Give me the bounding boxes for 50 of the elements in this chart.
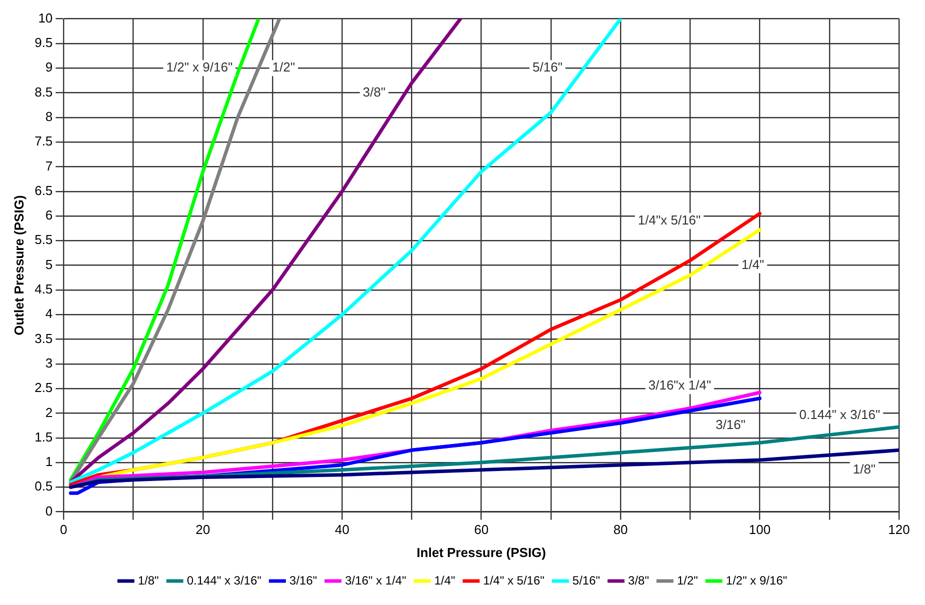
legend-label: 5/16" xyxy=(572,573,600,588)
y-tick-label: 9.5 xyxy=(34,35,53,50)
y-tick-label: 3 xyxy=(45,355,53,370)
y-tick-label: 6.5 xyxy=(34,182,53,198)
legend-label: 1/2" x 9/16" xyxy=(726,573,788,588)
legend-label: 0.144" x 3/16" xyxy=(186,573,262,588)
y-tick-label: 0.5 xyxy=(34,478,53,494)
annotation: 3/16"x 1/4" xyxy=(648,378,712,393)
legend-label: 1/4" x 5/16" xyxy=(483,573,544,588)
x-tick-label: 20 xyxy=(196,522,210,538)
y-tick-label: 0 xyxy=(45,503,53,518)
y-tick-label: 4.5 xyxy=(34,282,53,297)
annotation: 0.144" x 3/16" xyxy=(799,407,880,422)
y-tick-label: 9 xyxy=(45,60,53,75)
x-tick-label: 80 xyxy=(613,522,628,538)
y-tick-label: 1 xyxy=(45,454,53,470)
y-tick-label: 4 xyxy=(45,306,53,322)
annotation: 1/4"x 5/16" xyxy=(638,212,702,228)
y-tick-label: 3.5 xyxy=(34,330,53,346)
y-tick-label: 5 xyxy=(45,256,53,272)
annotation: 3/8" xyxy=(362,84,386,100)
legend-label: 1/8" xyxy=(138,573,159,588)
legend-label: 3/8" xyxy=(628,573,649,588)
y-tick-label: 7 xyxy=(45,158,53,174)
x-tick-label: 120 xyxy=(888,522,910,538)
annotation: 1/4" xyxy=(741,256,765,272)
y-tick-label: 6 xyxy=(45,208,53,223)
y-tick-label: 1.5 xyxy=(34,429,53,444)
annotation: 1/2" xyxy=(272,60,296,75)
x-tick-label: 0 xyxy=(60,522,68,538)
legend-label: 1/2" xyxy=(676,573,698,588)
y-axis-title: Outlet Pressure (PSIG) xyxy=(11,195,26,336)
y-tick-label: 10 xyxy=(38,10,53,26)
y-tick-label: 2.5 xyxy=(34,380,53,396)
y-tick-label: 7.5 xyxy=(34,134,53,149)
annotation: 5/16" xyxy=(532,60,563,75)
legend-label: 1/4" xyxy=(434,573,456,588)
legend-label: 3/16" xyxy=(289,573,318,588)
x-tick-label: 60 xyxy=(474,522,489,538)
y-tick-label: 5.5 xyxy=(34,232,53,248)
legend-label: 3/16" x 1/4" xyxy=(345,573,406,588)
annotation: 3/16" xyxy=(716,417,746,432)
x-axis-title: Inlet Pressure (PSIG) xyxy=(416,544,546,560)
y-tick-label: 8.5 xyxy=(34,84,53,100)
x-tick-label: 100 xyxy=(748,522,771,538)
y-tick-label: 2 xyxy=(45,404,53,420)
x-tick-label: 40 xyxy=(334,522,350,538)
y-tick-label: 8 xyxy=(45,108,53,124)
annotation: 1/2" x 9/16" xyxy=(166,60,233,75)
annotation: 1/8" xyxy=(852,461,876,476)
